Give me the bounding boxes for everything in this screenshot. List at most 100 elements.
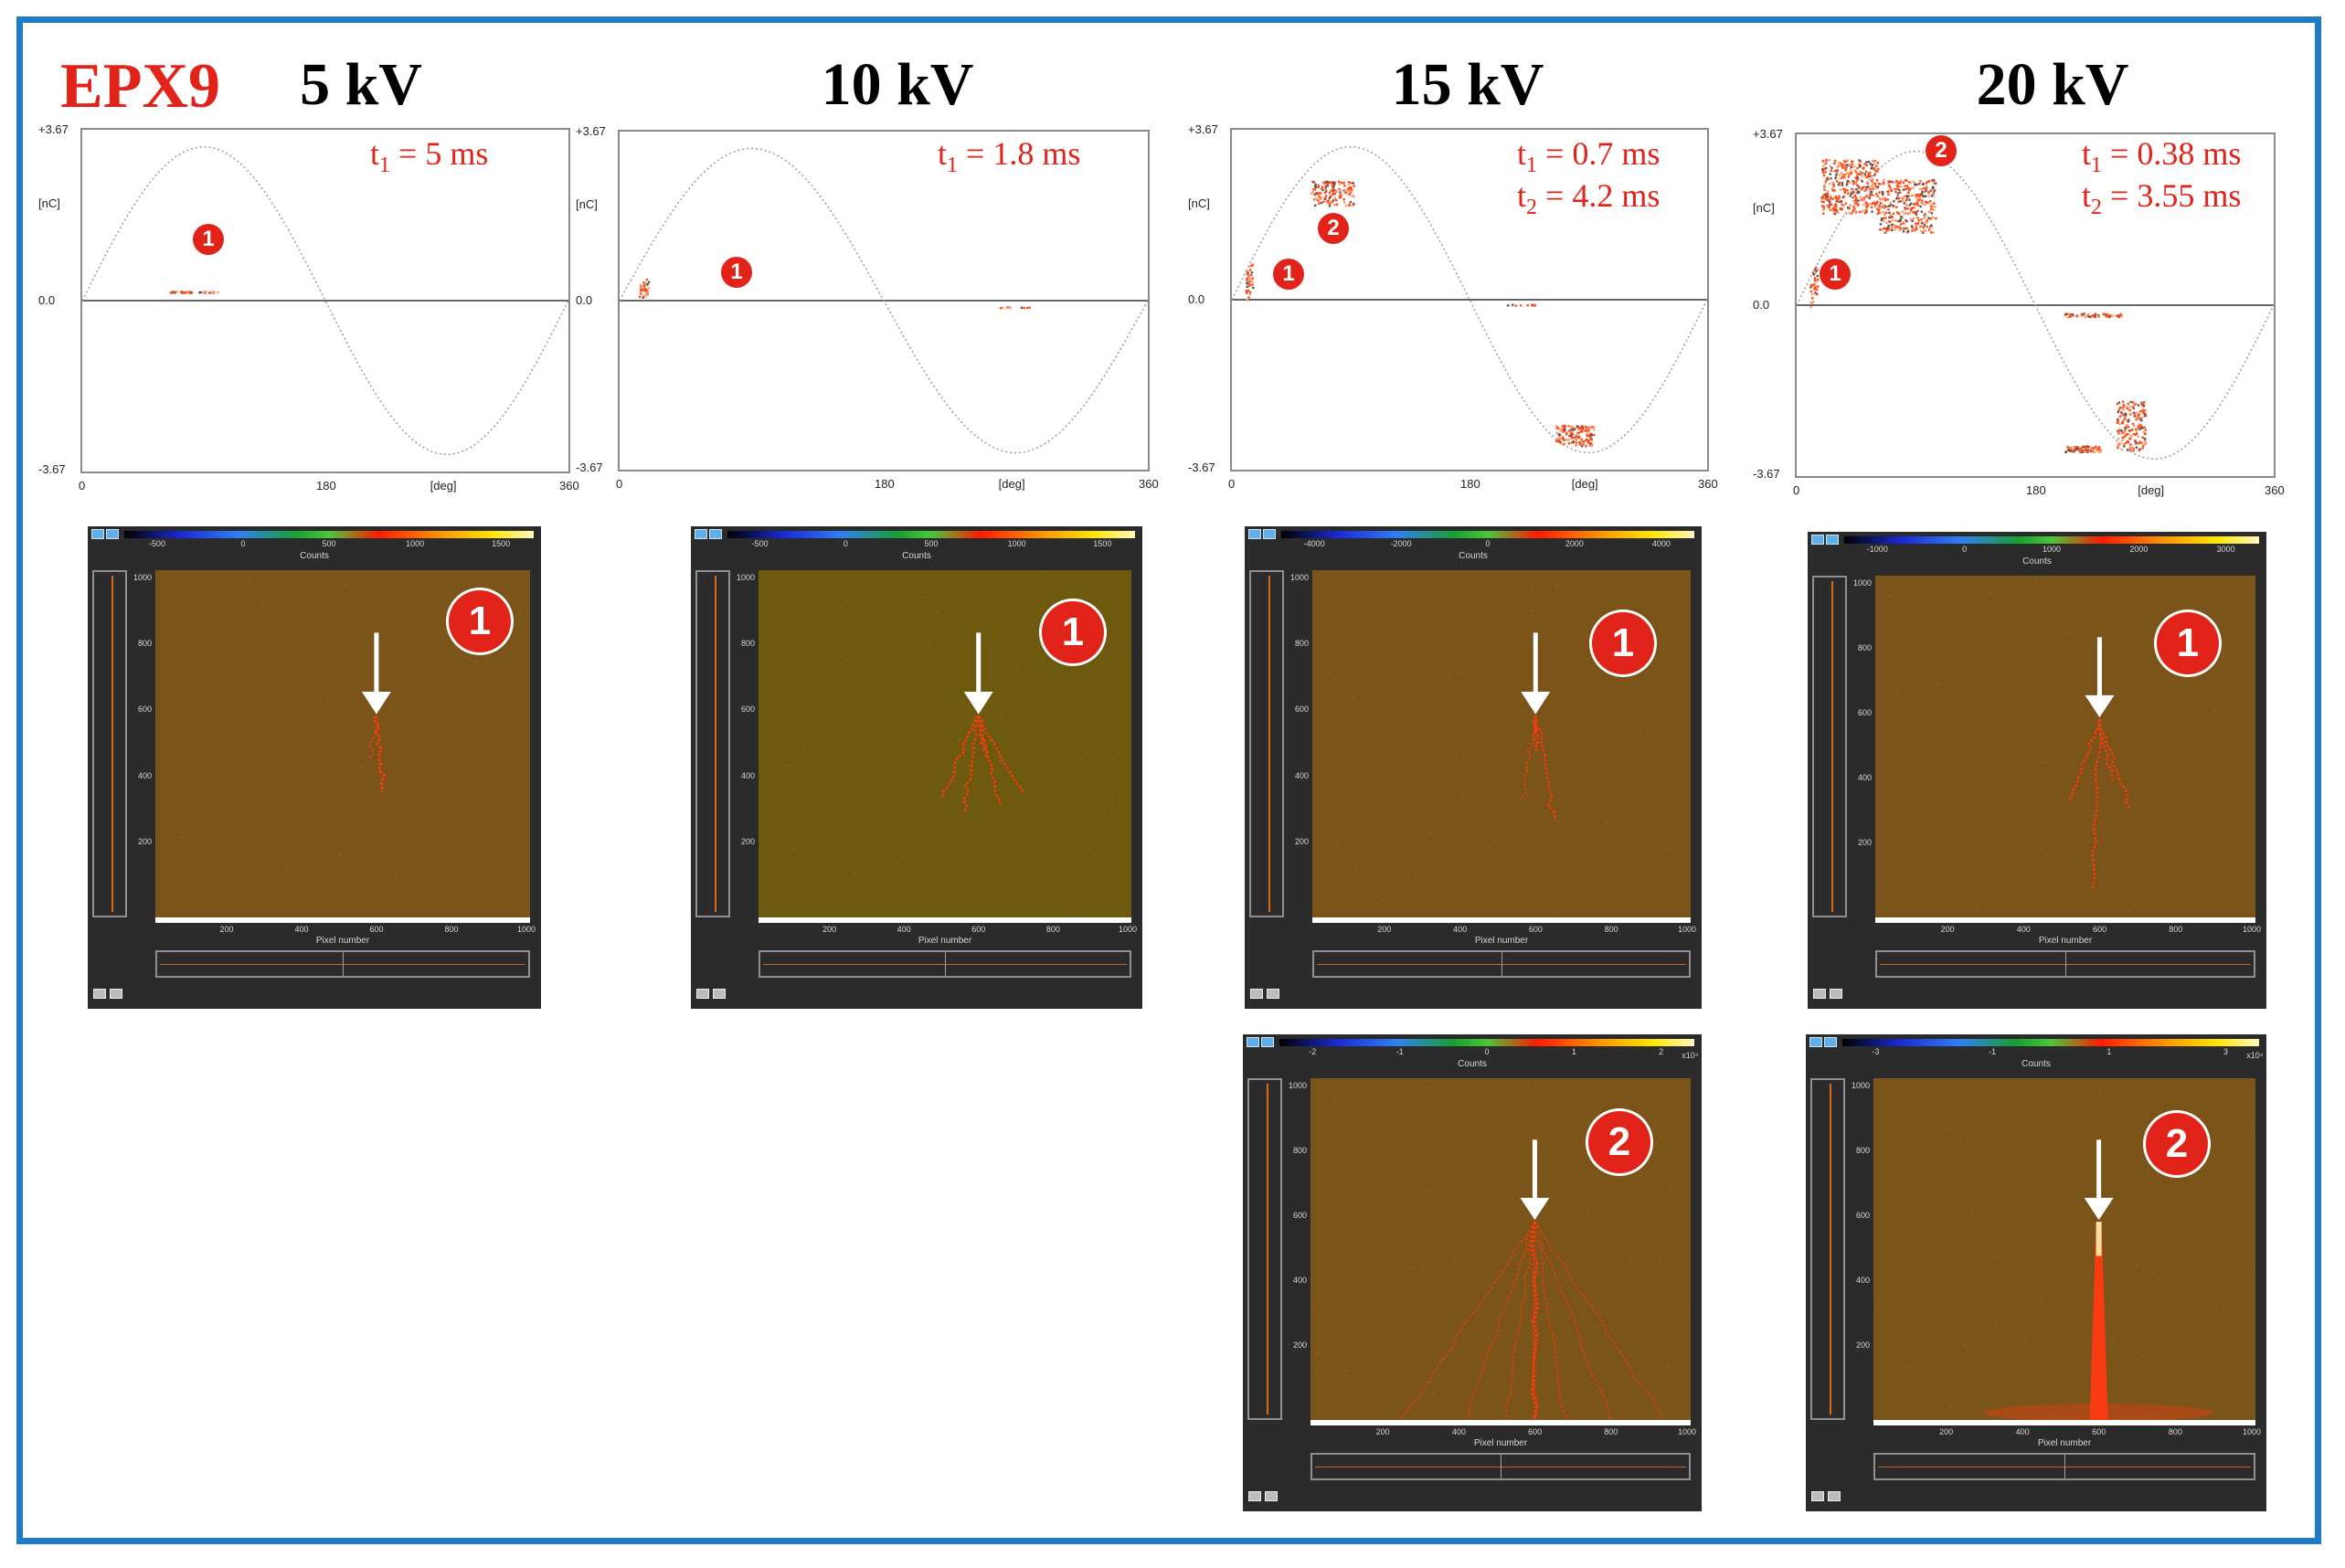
colorbar-right-button[interactable] bbox=[1263, 529, 1276, 539]
pd-pulse bbox=[1921, 202, 1924, 206]
pd-pulse bbox=[1835, 208, 1838, 212]
noise-pixel bbox=[1583, 1392, 1586, 1394]
pd-pulse bbox=[1872, 183, 1874, 185]
noise-pixel bbox=[2094, 1127, 2096, 1129]
pd-pulse bbox=[1580, 444, 1584, 448]
nav-buttons bbox=[1813, 987, 1846, 1003]
noise-pixel bbox=[1664, 792, 1667, 795]
zoom-out-button[interactable] bbox=[713, 989, 726, 999]
noise-pixel bbox=[2104, 1225, 2106, 1228]
noise-pixel bbox=[2120, 686, 2123, 689]
zoom-in-button[interactable] bbox=[1813, 989, 1826, 999]
noise-pixel bbox=[205, 882, 207, 885]
zoom-out-button[interactable] bbox=[1830, 989, 1842, 999]
colorbar-right-button[interactable] bbox=[709, 529, 722, 539]
noise-pixel bbox=[1659, 1259, 1661, 1262]
pd-pulse bbox=[2130, 446, 2133, 449]
noise-pixel bbox=[1459, 793, 1462, 796]
colorbar-right-button[interactable] bbox=[106, 529, 119, 539]
pd-source-marker: 1 bbox=[1820, 259, 1851, 290]
pd-pulse bbox=[1822, 212, 1825, 215]
y-tick-label: 200 bbox=[1857, 838, 1872, 848]
pd-pulse bbox=[1885, 205, 1888, 208]
pd-pulse bbox=[2125, 412, 2127, 416]
noise-pixel bbox=[1377, 847, 1380, 850]
colorbar-left-button[interactable] bbox=[91, 529, 104, 539]
pd-pulse bbox=[1905, 197, 1908, 200]
noise-pixel bbox=[2077, 1083, 2080, 1086]
colorbar-left-button[interactable] bbox=[1809, 1037, 1822, 1047]
colorbar-right-button[interactable] bbox=[1824, 1037, 1837, 1047]
pd-pulse bbox=[1585, 444, 1587, 448]
colorbar-tick: 0 bbox=[843, 539, 848, 548]
zoom-out-button[interactable] bbox=[1828, 1491, 1841, 1501]
pd-pulse bbox=[1875, 202, 1878, 205]
noise-pixel bbox=[2098, 743, 2101, 746]
pd-pulse bbox=[1315, 197, 1318, 200]
pd-pulse bbox=[1319, 192, 1322, 195]
source-badge: 2 bbox=[2146, 1113, 2208, 1175]
pd-pulse bbox=[1554, 440, 1558, 442]
pd-pulse bbox=[1848, 207, 1851, 210]
pd-pulse bbox=[1593, 433, 1596, 437]
pd-pulse bbox=[2117, 446, 2119, 450]
x-axis-bar bbox=[759, 917, 1131, 923]
zoom-in-button[interactable] bbox=[1250, 989, 1263, 999]
profile-trace bbox=[1267, 1084, 1268, 1414]
pd-pulse bbox=[1809, 301, 1812, 304]
pd-pulse bbox=[181, 291, 185, 293]
pd-pulse bbox=[1856, 202, 1859, 205]
vertical-profile bbox=[92, 570, 127, 917]
pd-pulse bbox=[1312, 181, 1315, 184]
pd-pulse bbox=[1567, 434, 1571, 438]
pd-pulse bbox=[1883, 181, 1885, 184]
time-symbol: t bbox=[1517, 135, 1527, 172]
pd-pulse bbox=[1881, 191, 1884, 194]
vertical-profile bbox=[1247, 1078, 1282, 1420]
colorbar-right-button[interactable] bbox=[1826, 535, 1839, 545]
zoom-out-button[interactable] bbox=[1265, 1491, 1278, 1501]
zoom-in-button[interactable] bbox=[93, 989, 106, 999]
zoom-out-button[interactable] bbox=[1267, 989, 1279, 999]
pd-pulse bbox=[1562, 438, 1565, 440]
colorbar-left-button[interactable] bbox=[695, 529, 707, 539]
pd-pulse bbox=[2131, 406, 2135, 408]
zoom-in-button[interactable] bbox=[696, 989, 709, 999]
pd-pulse bbox=[1894, 224, 1897, 227]
zoom-out-button[interactable] bbox=[110, 989, 122, 999]
horizontal-profile bbox=[1312, 950, 1691, 978]
pd-pulse bbox=[1840, 207, 1843, 210]
pd-pulse bbox=[1314, 185, 1318, 189]
pd-pulse bbox=[1915, 183, 1918, 186]
noise-pixel bbox=[491, 728, 493, 731]
pd-pulse bbox=[1825, 162, 1828, 164]
colorbar-right-button[interactable] bbox=[1261, 1037, 1274, 1047]
pd-pulse bbox=[1824, 196, 1827, 199]
pd-pulse bbox=[1821, 171, 1825, 175]
zoom-in-button[interactable] bbox=[1811, 1491, 1824, 1501]
pd-pulse bbox=[1865, 188, 1868, 191]
pd-pulse bbox=[2125, 414, 2127, 418]
time-label-t2: t2 = 3.55 ms bbox=[2082, 179, 2241, 218]
noise-pixel bbox=[2095, 1170, 2097, 1172]
noise-pixel bbox=[1947, 1138, 1950, 1140]
pd-pulse bbox=[2138, 418, 2142, 420]
colorbar-left-button[interactable] bbox=[1811, 535, 1824, 545]
pd-pulse bbox=[1874, 186, 1878, 190]
pd-pulse bbox=[1866, 205, 1869, 207]
noise-pixel bbox=[2095, 827, 2097, 830]
reference-sine bbox=[1797, 150, 2274, 461]
pd-pulse bbox=[2084, 450, 2087, 454]
pd-pulse bbox=[1929, 217, 1932, 220]
pd-pulse bbox=[1854, 202, 1857, 205]
colorbar-left-button[interactable] bbox=[1247, 1037, 1259, 1047]
pd-pulse bbox=[1322, 200, 1325, 203]
colorbar-left-button[interactable] bbox=[1248, 529, 1261, 539]
pd-pulse bbox=[1339, 194, 1342, 196]
pd-pulse bbox=[1895, 226, 1899, 228]
pd-pulse bbox=[1315, 192, 1318, 195]
arrow-shaft bbox=[1532, 1139, 1537, 1202]
noise-pixel bbox=[982, 576, 984, 578]
pd-pulse bbox=[2117, 421, 2119, 424]
zoom-in-button[interactable] bbox=[1248, 1491, 1261, 1501]
